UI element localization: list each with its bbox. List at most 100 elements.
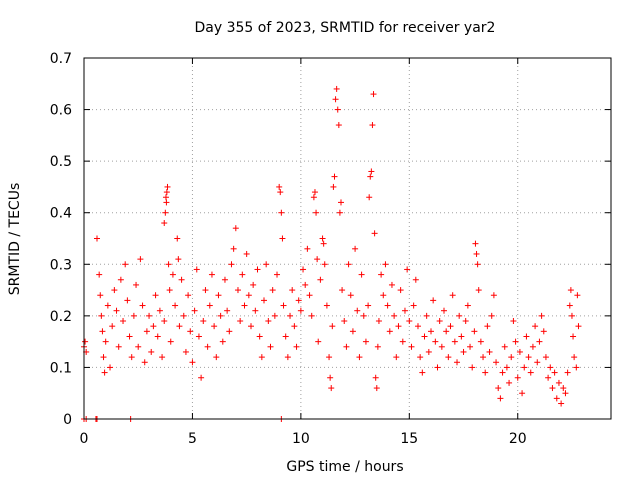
data-point — [221, 276, 228, 283]
data-point — [560, 385, 567, 392]
data-point — [378, 271, 385, 278]
data-point — [368, 168, 375, 175]
data-point — [308, 312, 315, 319]
data-point — [166, 287, 173, 294]
data-point — [366, 194, 373, 201]
data-point — [525, 354, 532, 361]
data-point — [163, 199, 170, 206]
data-point — [109, 323, 116, 330]
data-point — [419, 369, 426, 376]
data-point — [334, 106, 341, 113]
data-point — [358, 271, 365, 278]
data-point — [323, 302, 330, 309]
data-point — [443, 328, 450, 335]
data-point — [219, 338, 226, 345]
data-point — [130, 312, 137, 319]
data-point — [300, 266, 307, 273]
data-point — [261, 297, 268, 304]
data-point — [96, 271, 103, 278]
data-point — [111, 287, 118, 294]
y-tick-label: 0.1 — [50, 360, 72, 376]
data-point — [469, 364, 476, 371]
data-point — [456, 312, 463, 319]
data-point — [165, 261, 172, 268]
data-point — [163, 189, 170, 196]
data-point — [98, 312, 105, 319]
data-point — [417, 354, 424, 361]
data-point — [352, 245, 359, 252]
data-point — [472, 240, 479, 247]
data-point — [208, 271, 215, 278]
data-point — [94, 235, 101, 242]
data-point — [573, 364, 580, 371]
data-point — [562, 390, 569, 397]
data-point — [101, 369, 108, 376]
data-point — [146, 312, 153, 319]
data-point — [430, 297, 437, 304]
data-point — [441, 307, 448, 314]
data-point — [365, 302, 372, 309]
data-point — [150, 323, 157, 330]
data-point — [532, 323, 539, 330]
data-point — [380, 292, 387, 299]
data-point — [239, 271, 246, 278]
data-point — [384, 302, 391, 309]
data-point — [317, 276, 324, 283]
data-point — [354, 307, 361, 314]
data-point — [506, 379, 513, 386]
data-point — [269, 287, 276, 294]
data-point — [460, 348, 467, 355]
data-point — [399, 338, 406, 345]
data-point — [493, 359, 500, 366]
data-point — [495, 385, 502, 392]
data-point — [545, 374, 552, 381]
data-point — [547, 364, 554, 371]
data-point — [156, 307, 163, 314]
data-point — [432, 338, 439, 345]
data-point — [291, 323, 298, 330]
data-point — [107, 364, 114, 371]
y-tick-label: 0 — [63, 412, 72, 428]
data-point — [345, 261, 352, 268]
data-point — [169, 271, 176, 278]
data-point — [99, 328, 106, 335]
data-point — [195, 333, 202, 340]
data-point — [162, 194, 169, 201]
data-point — [551, 369, 558, 376]
data-point — [204, 343, 211, 350]
data-point — [104, 302, 111, 309]
data-point — [321, 261, 328, 268]
data-point — [315, 338, 322, 345]
data-point — [178, 276, 185, 283]
data-point — [274, 271, 281, 278]
data-point — [258, 354, 265, 361]
data-point — [414, 323, 421, 330]
data-point — [187, 328, 194, 335]
data-point — [82, 338, 89, 345]
axis-layer: 0 0.1 0.2 0.3 0.4 0.5 0.6 0.7 0 5 10 15 20 — [50, 51, 611, 447]
data-point — [445, 354, 452, 361]
data-point — [449, 292, 456, 299]
data-point — [228, 261, 235, 268]
data-point — [490, 292, 497, 299]
data-point — [406, 318, 413, 325]
data-point — [516, 348, 523, 355]
data-point — [475, 287, 482, 294]
data-point — [447, 323, 454, 330]
data-point — [189, 359, 196, 366]
data-point — [464, 302, 471, 309]
data-point — [278, 209, 285, 216]
x-tick-label: 0 — [80, 431, 89, 447]
data-point — [341, 318, 348, 325]
data-point — [217, 312, 224, 319]
data-point — [314, 256, 321, 263]
data-point — [434, 364, 441, 371]
data-point — [265, 318, 272, 325]
data-point — [527, 369, 534, 376]
data-point — [185, 292, 192, 299]
data-point — [512, 338, 519, 345]
y-tick-label: 0.7 — [50, 51, 72, 67]
data-point — [313, 209, 320, 216]
data-point — [571, 354, 578, 361]
